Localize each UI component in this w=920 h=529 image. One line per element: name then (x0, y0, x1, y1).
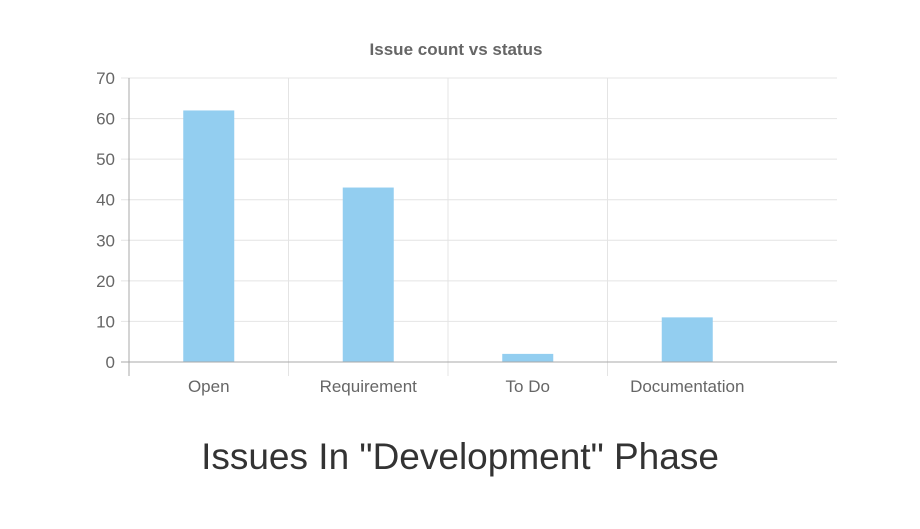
bar-open (183, 110, 235, 362)
y-tick-label: 30 (96, 231, 115, 250)
bar-to-do (502, 353, 554, 362)
bar-documentation (661, 317, 713, 362)
y-tick-label: 40 (96, 191, 115, 210)
x-tick-label: To Do (506, 377, 550, 396)
bar-requirement (342, 187, 394, 362)
y-tick-label: 60 (96, 110, 115, 129)
page-caption: Issues In "Development" Phase (201, 436, 719, 477)
x-tick-label: Requirement (320, 377, 418, 396)
bar-chart: Issue count vs status 0 10 20 30 40 50 60 70 Ope… (96, 40, 837, 396)
y-tick-label: 70 (96, 69, 115, 88)
axes (121, 78, 837, 376)
y-tick-label: 20 (96, 272, 115, 291)
y-tick-label: 0 (106, 353, 115, 372)
x-tick-label: Documentation (630, 377, 744, 396)
chart-title: Issue count vs status (370, 40, 543, 59)
x-tick-label: Open (188, 377, 230, 396)
grid (121, 77, 837, 376)
tick-labels: 0 10 20 30 40 50 60 70 Open Requirement To Do Docum… (96, 69, 744, 396)
y-tick-label: 10 (96, 312, 115, 331)
bars (183, 110, 713, 362)
y-tick-label: 50 (96, 150, 115, 169)
